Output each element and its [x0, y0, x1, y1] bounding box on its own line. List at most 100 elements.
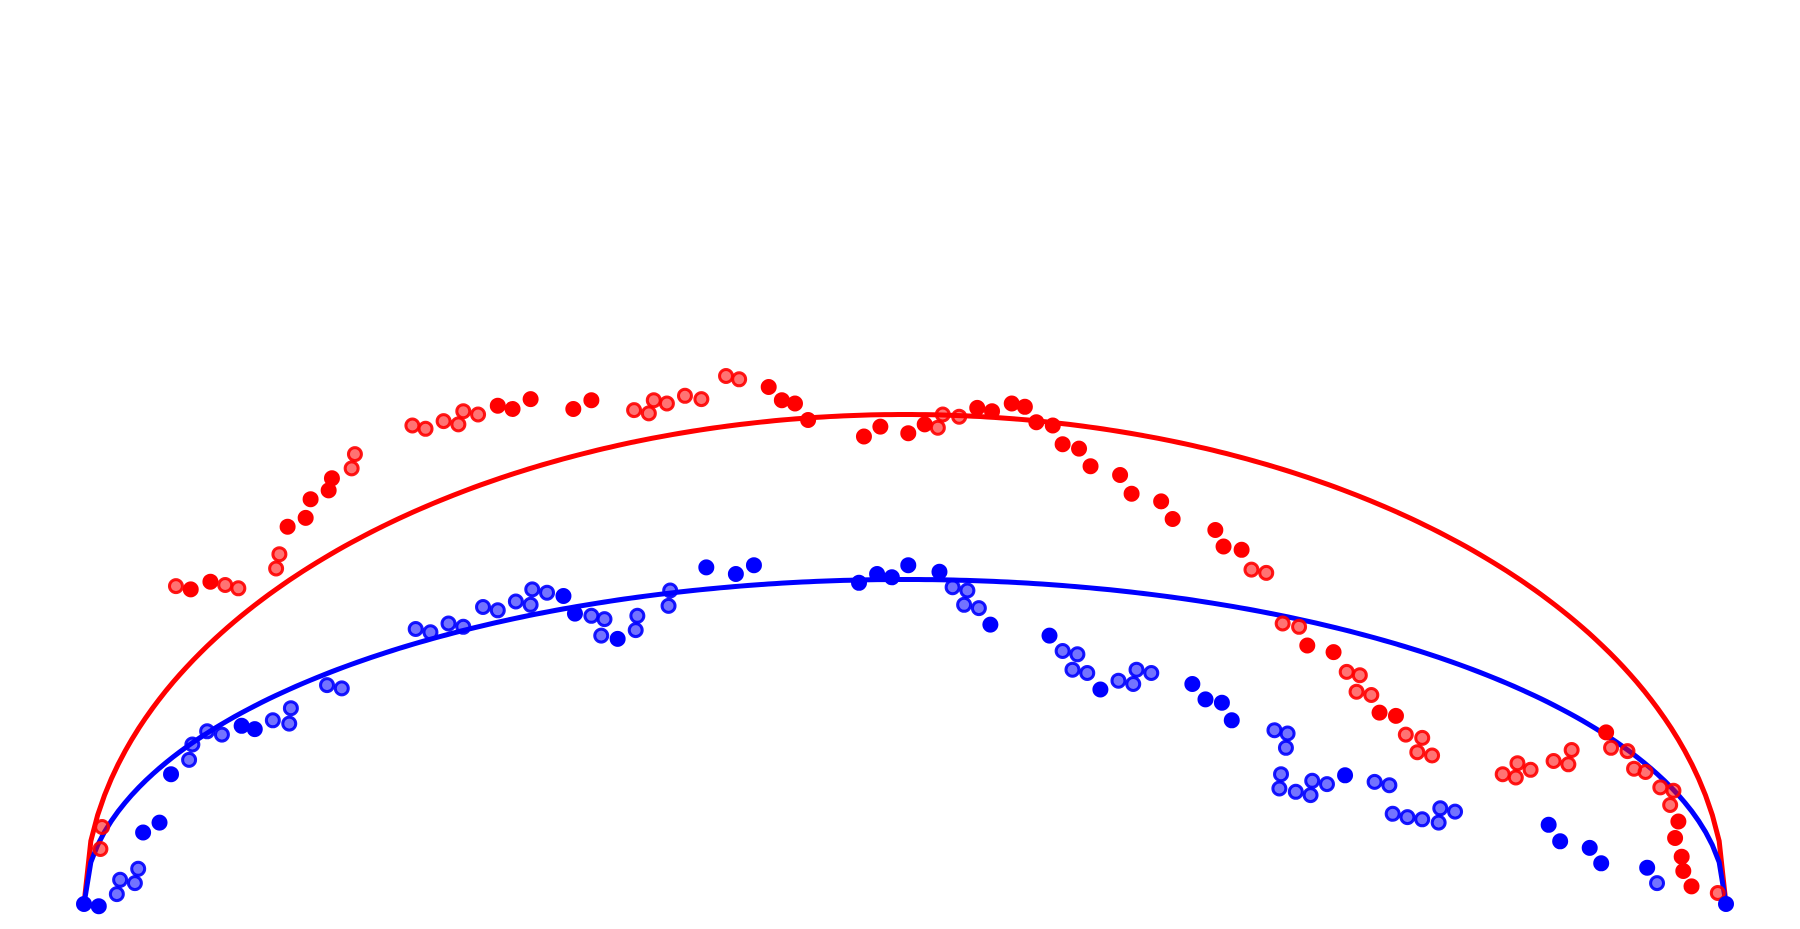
data-point-s1-3 — [112, 871, 129, 888]
data-point-s0-93 — [1670, 813, 1687, 830]
data-point-s0-95 — [1673, 848, 1690, 865]
data-point-s0-46 — [969, 399, 986, 416]
data-point-s1-2 — [108, 886, 125, 903]
data-point-s0-81 — [1522, 761, 1539, 778]
data-point-s1-83 — [1432, 800, 1449, 817]
data-point-s1-72 — [1287, 783, 1304, 800]
data-point-s0-68 — [1338, 663, 1355, 680]
data-point-s0-10 — [297, 509, 314, 526]
data-point-s0-58 — [1164, 511, 1181, 527]
data-point-s0-19 — [450, 416, 467, 433]
data-point-s1-13 — [233, 717, 250, 734]
data-point-s0-50 — [1028, 414, 1045, 431]
data-point-s1-50 — [956, 596, 973, 613]
data-point-s0-89 — [1637, 764, 1654, 780]
data-point-s1-24 — [475, 599, 492, 615]
data-point-s1-69 — [1277, 739, 1294, 756]
data-point-s0-22 — [489, 397, 506, 414]
data-point-s0-38 — [800, 412, 817, 428]
data-point-s1-22 — [440, 615, 457, 632]
data-point-s1-52 — [982, 616, 999, 633]
data-point-s1-73 — [1302, 787, 1319, 804]
data-point-s1-81 — [1414, 811, 1431, 828]
data-point-s1-53 — [1041, 627, 1058, 644]
data-point-s0-86 — [1603, 739, 1620, 756]
data-point-s1-41 — [727, 566, 744, 582]
data-point-s1-90 — [1649, 875, 1666, 892]
data-point-s0-29 — [645, 392, 662, 409]
data-point-s0-33 — [718, 368, 735, 384]
data-point-s1-44 — [869, 566, 886, 582]
data-point-s0-15 — [346, 446, 363, 463]
data-point-s1-47 — [931, 563, 948, 580]
data-point-s0-44 — [934, 406, 951, 423]
data-point-s0-11 — [302, 491, 319, 508]
data-point-s1-82 — [1430, 814, 1447, 831]
data-point-s0-40 — [872, 418, 889, 435]
data-point-s1-48 — [944, 579, 961, 596]
data-point-s1-63 — [1184, 676, 1201, 692]
data-point-s0-96 — [1675, 863, 1692, 879]
data-point-s0-48 — [1003, 395, 1020, 412]
data-point-s1-36 — [627, 622, 644, 639]
data-point-s0-18 — [435, 413, 452, 430]
data-point-s0-56 — [1123, 485, 1140, 502]
data-point-s0-69 — [1351, 667, 1368, 684]
data-point-s1-80 — [1399, 809, 1416, 826]
data-point-s0-85 — [1598, 724, 1615, 741]
data-point-s0-94 — [1667, 830, 1684, 846]
data-point-s1-1 — [90, 898, 107, 915]
data-point-s0-64 — [1274, 615, 1291, 632]
data-point-s0-0 — [94, 819, 111, 835]
data-point-s1-6 — [135, 824, 152, 841]
data-point-s1-68 — [1279, 725, 1296, 742]
data-point-s1-40 — [698, 559, 715, 576]
data-point-s0-80 — [1509, 755, 1526, 772]
data-point-s0-45 — [951, 408, 968, 425]
data-point-s1-26 — [507, 593, 524, 610]
data-point-s1-16 — [281, 715, 298, 732]
data-point-s0-24 — [522, 391, 539, 408]
data-point-s0-49 — [1016, 398, 1033, 415]
data-point-s0-43 — [929, 419, 946, 436]
data-point-s0-27 — [626, 402, 643, 419]
data-point-s1-12 — [213, 726, 230, 743]
data-point-s0-23 — [504, 401, 521, 417]
data-point-s0-37 — [786, 395, 803, 412]
data-point-s1-42 — [745, 557, 762, 574]
data-point-s1-27 — [522, 596, 539, 613]
data-point-s1-58 — [1092, 681, 1109, 698]
data-point-s1-33 — [596, 611, 613, 628]
data-point-s1-7 — [151, 814, 168, 831]
data-point-s0-59 — [1207, 522, 1224, 538]
data-point-s1-38 — [660, 597, 677, 614]
data-point-s1-91 — [1718, 896, 1734, 912]
data-point-s0-74 — [1397, 726, 1414, 743]
data-point-s1-54 — [1054, 643, 1071, 659]
data-point-s0-20 — [455, 403, 472, 420]
data-point-s1-85 — [1540, 816, 1557, 833]
data-point-s1-60 — [1125, 676, 1142, 692]
data-point-s1-21 — [422, 624, 439, 641]
data-point-s0-76 — [1409, 744, 1426, 761]
data-point-s1-49 — [959, 582, 976, 599]
data-point-s0-42 — [916, 416, 933, 433]
data-point-s0-41 — [900, 425, 917, 442]
data-point-s0-17 — [417, 420, 434, 437]
data-point-s0-83 — [1560, 756, 1577, 773]
data-point-s1-77 — [1366, 773, 1383, 790]
data-point-s0-5 — [217, 577, 234, 593]
data-point-s1-28 — [524, 581, 541, 598]
data-point-s1-71 — [1271, 780, 1288, 797]
data-point-s0-16 — [404, 417, 421, 434]
data-point-s1-31 — [566, 605, 583, 622]
data-point-s1-79 — [1384, 805, 1401, 822]
data-point-s1-32 — [583, 607, 600, 624]
data-point-s1-29 — [539, 584, 556, 601]
data-point-s1-20 — [407, 621, 424, 637]
data-point-s1-37 — [629, 607, 646, 624]
data-point-s0-79 — [1507, 769, 1524, 786]
data-point-s0-77 — [1424, 747, 1441, 764]
data-point-s1-62 — [1143, 665, 1160, 681]
